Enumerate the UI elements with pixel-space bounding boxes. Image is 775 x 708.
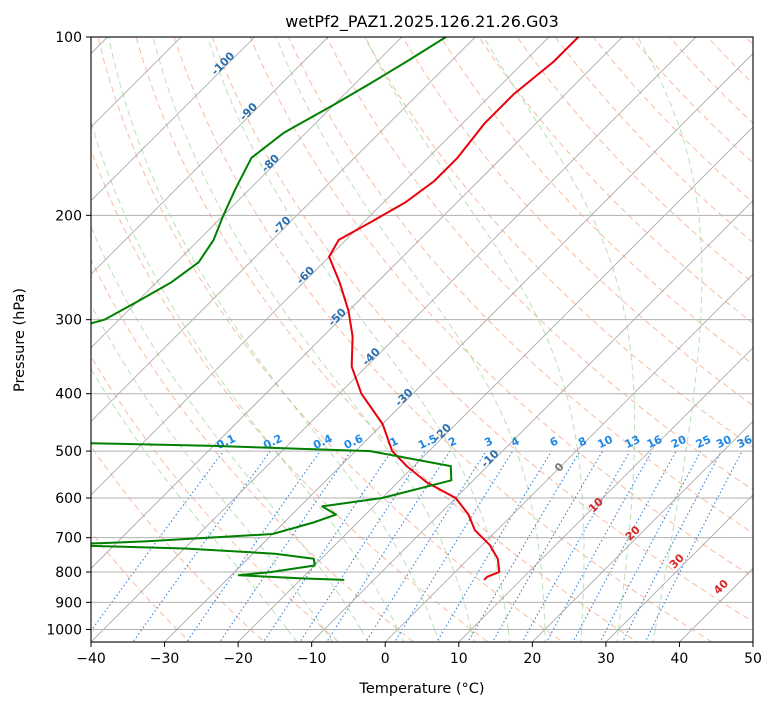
chart-title: wetPf2_PAZ1.2025.126.21.26.G03 (285, 12, 559, 32)
x-tick-label: 50 (744, 651, 762, 667)
isotherm (91, 37, 476, 422)
mixing-ratio-label: 20 (669, 433, 689, 451)
moist-adiabat (637, 37, 703, 642)
isotherm (458, 347, 753, 642)
y-tick-label: 700 (55, 531, 82, 547)
isotherm (384, 273, 753, 642)
isotherm (91, 37, 256, 202)
mixing-ratio-label: 30 (714, 433, 734, 451)
moist-adiabat (91, 303, 334, 642)
dry-adiabat (325, 37, 753, 491)
moist-adiabat (275, 37, 546, 642)
x-tick-label: 40 (671, 651, 689, 667)
mixing-ratio-label: 16 (645, 433, 665, 451)
x-tick-label: −40 (76, 651, 106, 667)
isotherm (91, 37, 697, 642)
y-tick-label: 800 (55, 565, 82, 581)
y-tick-label: 900 (55, 595, 82, 611)
dry-adiabat (516, 37, 753, 284)
moist-adiabat (91, 120, 405, 642)
isotherm (91, 37, 550, 496)
isotherm (605, 494, 753, 642)
moist-adiabat (152, 37, 475, 642)
dry-adiabat (364, 37, 753, 449)
x-tick-label: −10 (297, 651, 327, 667)
y-tick-label: 1000 (46, 622, 82, 638)
y-axis-title: Pressure (hPa) (12, 288, 28, 392)
mixing-ratio-label: 10 (596, 433, 616, 451)
x-tick-label: −20 (223, 651, 253, 667)
dry-adiabat (478, 37, 753, 324)
x-tick-label: 0 (381, 651, 390, 667)
mixing-ratio-label: 36 (735, 433, 755, 451)
isotherm (91, 37, 182, 128)
y-tick-label: 200 (55, 208, 82, 224)
isotherm (311, 200, 753, 642)
y-tick-label: 300 (55, 313, 82, 329)
y-tick-label: 600 (55, 491, 82, 507)
x-axis-title: Temperature (°C) (358, 681, 484, 697)
x-tick-label: 20 (523, 651, 541, 667)
moist-adiabat (91, 225, 369, 642)
mixing-ratio-label: 13 (623, 433, 642, 451)
dry-adiabat (97, 37, 564, 642)
dry-adiabat (91, 445, 265, 642)
dry-adiabat (249, 37, 753, 578)
plot-frame (90, 36, 754, 643)
temperature-line (328, 37, 580, 581)
x-tick-label: 10 (450, 651, 468, 667)
y-tick-label: 500 (55, 444, 82, 460)
dry-adiabat (287, 37, 753, 534)
moist-adiabat (364, 37, 585, 642)
mixing-ratio-label: 25 (694, 433, 713, 451)
dry-adiabat (91, 148, 489, 642)
moist-adiabat (91, 368, 298, 642)
x-tick-label: 30 (597, 651, 615, 667)
dry-adiabat (135, 37, 639, 642)
x-axis: −40 −30 −20 −10 0 10 20 30 40 50 (76, 642, 762, 667)
moist-adiabat (207, 37, 511, 642)
y-tick-label: 400 (55, 387, 82, 403)
isotherm (91, 37, 624, 570)
isotherm (91, 37, 329, 275)
dry-adiabat (211, 37, 753, 623)
moist-adiabat (483, 37, 636, 642)
y-axis: 100 200 300 400 500 600 700 800 900 1000 (46, 30, 91, 638)
isotherm (91, 37, 403, 349)
moist-adiabat (108, 37, 440, 642)
dewpoint-line (91, 37, 453, 581)
x-tick-label: −30 (150, 651, 180, 667)
profile-lines (91, 37, 580, 581)
isotherm (237, 126, 753, 642)
isotherm (532, 420, 753, 642)
y-tick-label: 100 (55, 30, 82, 46)
isotherm (164, 52, 753, 642)
dry-adiabat (173, 37, 713, 642)
